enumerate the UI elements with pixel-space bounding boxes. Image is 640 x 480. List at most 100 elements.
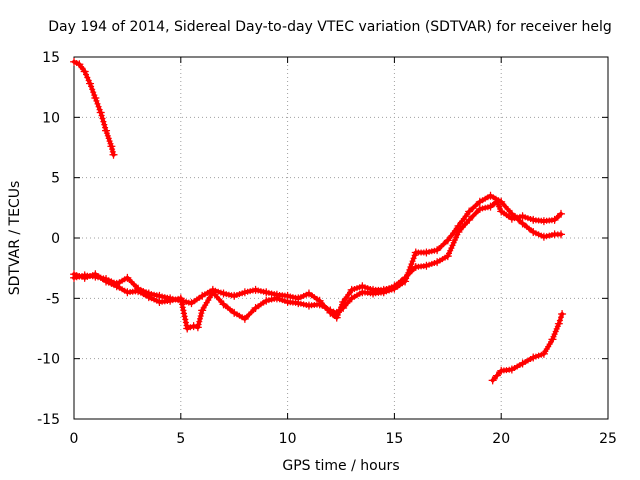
data-point <box>369 289 378 298</box>
data-point <box>91 94 100 103</box>
data-point <box>347 294 356 303</box>
data-point <box>497 207 506 216</box>
y-tick-label: 10 <box>42 110 60 126</box>
data-point <box>262 296 271 305</box>
data-point <box>109 150 118 159</box>
data-point <box>240 314 249 323</box>
data-point <box>332 308 341 317</box>
data-point <box>443 236 452 245</box>
data-point <box>422 248 431 257</box>
data-point <box>112 282 121 291</box>
series-markers <box>71 192 564 332</box>
data-point <box>326 306 335 315</box>
x-tick-label: 10 <box>279 431 297 447</box>
data-point <box>558 310 567 319</box>
grid <box>74 57 608 419</box>
y-tick-label: -10 <box>37 352 60 368</box>
data-point <box>529 353 538 362</box>
data-point <box>208 288 217 297</box>
data-point <box>539 232 548 241</box>
data-point <box>176 294 185 303</box>
data-point <box>230 291 239 300</box>
data-point <box>189 322 198 331</box>
data-point <box>187 299 196 308</box>
data-point <box>465 215 474 224</box>
data-point <box>75 60 84 69</box>
y-tick-label: 5 <box>51 171 60 187</box>
data-point <box>193 323 202 332</box>
data-point <box>497 197 506 206</box>
data-point <box>80 67 89 76</box>
data-point <box>123 273 132 282</box>
data-point <box>507 209 516 218</box>
data-point <box>219 300 228 309</box>
data-point <box>91 270 100 279</box>
data-point <box>548 335 557 344</box>
data-point <box>475 205 484 214</box>
data-point <box>102 126 111 135</box>
data-point <box>251 303 260 312</box>
data-point <box>486 191 495 200</box>
y-tick-label: 0 <box>51 231 60 247</box>
data-point <box>262 288 271 297</box>
data-point <box>358 288 367 297</box>
data-point <box>183 324 192 333</box>
data-point <box>315 300 324 309</box>
data-point <box>339 303 348 312</box>
data-point <box>86 79 95 88</box>
data-point <box>80 273 89 282</box>
data-point <box>390 284 399 293</box>
data-point <box>155 297 164 306</box>
data-point <box>433 246 442 255</box>
series-segment-early <box>70 57 118 159</box>
data-point <box>497 366 506 375</box>
data-point <box>144 293 153 302</box>
data-point <box>251 285 260 294</box>
series-segment-main-b <box>70 191 566 333</box>
x-tick-label: 25 <box>599 431 617 447</box>
data-point <box>529 227 538 236</box>
x-tick-label: 0 <box>70 431 79 447</box>
data-point <box>294 299 303 308</box>
data-point <box>443 252 452 261</box>
data-point <box>422 261 431 270</box>
data-point <box>465 207 474 216</box>
data-point <box>539 349 548 358</box>
y-axis-label: SDTVAR / TECUs <box>7 181 23 296</box>
data-point <box>283 297 292 306</box>
data-point <box>518 219 527 228</box>
x-tick-label: 15 <box>385 431 403 447</box>
data-point <box>96 108 105 117</box>
data-point <box>198 306 207 315</box>
data-series <box>70 57 567 385</box>
series-line <box>72 193 564 331</box>
y-tick-label: -15 <box>37 412 60 428</box>
data-point <box>379 288 388 297</box>
series-segment-late <box>488 310 567 385</box>
data-point <box>475 197 484 206</box>
data-point <box>347 285 356 294</box>
y-tick-label: -5 <box>46 291 60 307</box>
x-tick-label: 5 <box>176 431 185 447</box>
data-point <box>230 308 239 317</box>
axis-ticks: 0 5 10 15 20 25 -15 -10 -5 0 5 10 15 <box>37 50 617 447</box>
data-point <box>518 359 527 368</box>
data-point <box>550 215 559 224</box>
data-point <box>123 288 132 297</box>
data-point <box>529 215 538 224</box>
x-tick-label: 20 <box>492 431 510 447</box>
data-point <box>401 277 410 286</box>
data-point <box>219 289 228 298</box>
data-point <box>557 209 566 218</box>
x-axis-label: GPS time / hours <box>282 458 399 474</box>
data-point <box>304 289 313 298</box>
data-point <box>492 371 501 380</box>
data-point <box>304 301 313 310</box>
data-point <box>198 291 207 300</box>
data-point <box>70 57 78 66</box>
data-point <box>272 294 281 303</box>
data-point <box>240 288 249 297</box>
data-point <box>411 248 420 257</box>
data-point <box>166 296 175 305</box>
